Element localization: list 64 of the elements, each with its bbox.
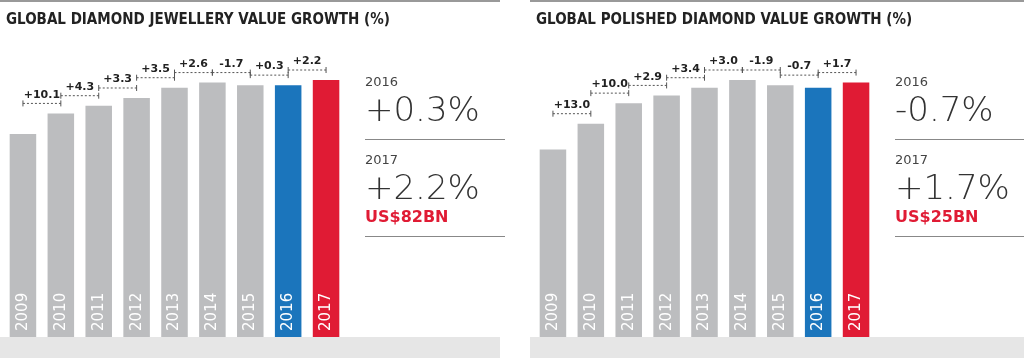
- bar: [199, 82, 226, 337]
- text: +3.0: [709, 54, 739, 68]
- bar: [237, 85, 264, 337]
- chart-title: GLOBAL DIAMOND JEWELLERY VALUE GROWTH (%): [6, 10, 390, 28]
- text: +3.4: [671, 62, 701, 76]
- bar: [842, 82, 870, 337]
- x-tick-label: 2012: [656, 292, 675, 331]
- x-tick-label: 2009: [542, 292, 561, 331]
- x-tick-label: 2016: [278, 292, 297, 331]
- x-tick-label: 2013: [694, 292, 713, 331]
- x-tick-label: 2014: [732, 292, 751, 331]
- annotation: +3.3: [103, 72, 133, 86]
- text: +1.7%: [895, 167, 1011, 207]
- text: +2.2: [292, 54, 322, 68]
- bar: [9, 133, 37, 337]
- bar: [691, 87, 718, 337]
- chart-title: GLOBAL POLISHED DIAMOND VALUE GROWTH (%): [536, 10, 913, 28]
- x-tick-label: 2015: [240, 292, 259, 331]
- annotation: +4.3: [65, 80, 95, 94]
- bar: [539, 149, 567, 337]
- bar: [804, 87, 832, 337]
- text: +2.6: [179, 56, 209, 70]
- text: +0.3: [254, 59, 284, 73]
- x-tick-label: 2012: [126, 292, 145, 331]
- text: -1.9: [749, 54, 774, 68]
- text: +2.2%: [365, 167, 481, 207]
- bar: [123, 97, 150, 337]
- x-tick-label: 2010: [50, 292, 69, 331]
- bar: [274, 85, 302, 337]
- text: 2016: [365, 74, 400, 89]
- text: US$25BN: [895, 207, 1024, 237]
- bar: [161, 87, 188, 337]
- x-tick-label: 2016: [808, 292, 827, 331]
- x-tick-label: 2011: [88, 292, 107, 331]
- bar: [47, 113, 75, 337]
- x-tick-label: 2010: [580, 292, 599, 331]
- bar: [312, 80, 340, 337]
- text: +3.5: [141, 62, 170, 76]
- annotation: +10.0: [591, 77, 629, 91]
- text: 2016: [895, 74, 930, 89]
- bar: [577, 123, 605, 337]
- x-tick-label: 2017: [845, 292, 864, 331]
- annotation: +2.9: [633, 69, 663, 83]
- x-tick-label: 2009: [12, 292, 31, 331]
- x-tick-label: 2011: [618, 292, 637, 331]
- text: +1.7: [822, 56, 852, 70]
- annotation: +10.1: [23, 87, 61, 101]
- x-tick-label: 2015: [770, 292, 789, 331]
- text: 2017: [895, 152, 930, 167]
- bar: [85, 105, 112, 337]
- x-tick-label: 2014: [202, 292, 221, 331]
- annotation: +13.0: [553, 98, 591, 112]
- bar: [653, 95, 680, 337]
- text: -0.7: [787, 59, 812, 73]
- text: US$82BN: [365, 207, 505, 237]
- bar: [767, 85, 794, 337]
- x-tick-label: 2017: [315, 292, 334, 331]
- text: -1.7: [219, 56, 244, 70]
- text: -0.7%: [895, 89, 1024, 140]
- bar: [729, 80, 756, 337]
- text: +0.3%: [365, 89, 505, 140]
- bar: [615, 103, 642, 337]
- x-tick-label: 2013: [164, 292, 183, 331]
- text: 2017: [365, 152, 400, 167]
